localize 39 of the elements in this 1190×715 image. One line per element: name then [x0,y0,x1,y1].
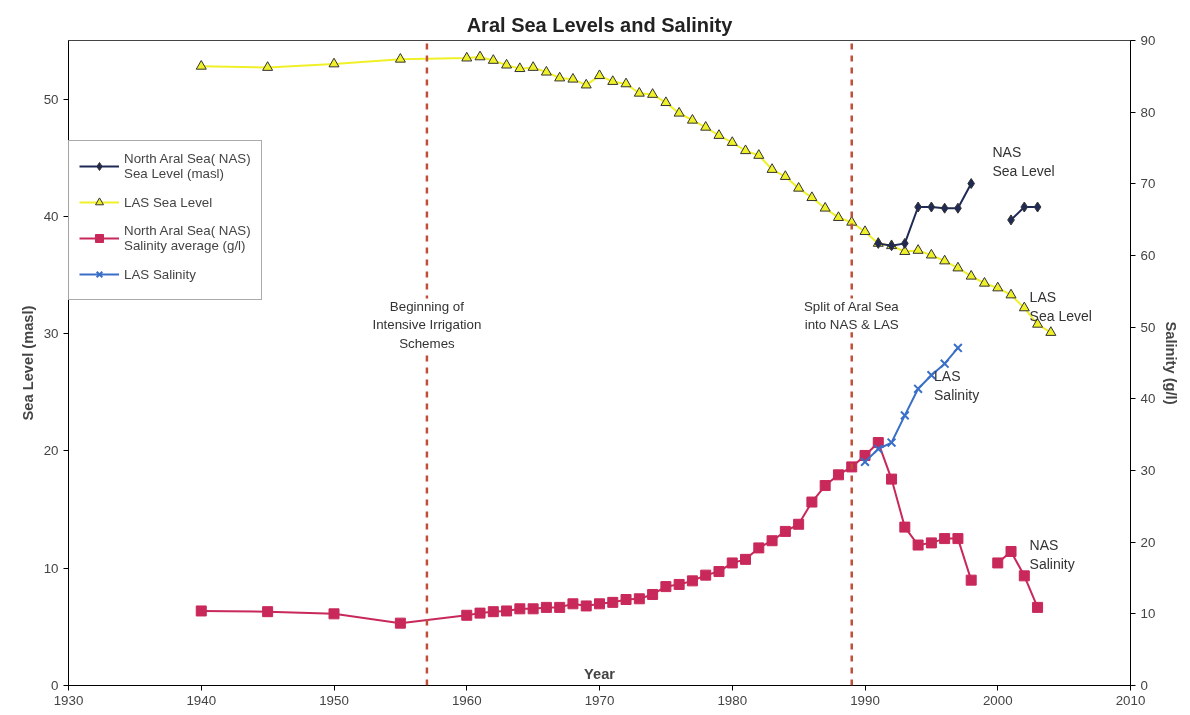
y-tick-label: 40 [43,208,59,224]
y2-tick-label: 20 [1140,534,1156,550]
x-tick-label: 1990 [850,692,880,708]
x-tick-label: 1970 [584,692,615,708]
y2-axis-title: Salinity (g/l) [1163,321,1180,405]
annotation: LAS Salinity [934,367,980,403]
y-tick-label: 50 [43,91,59,107]
annotation: NAS Sea Level [992,143,1055,179]
chart-title: Aral Sea Levels and Salinity [466,13,734,36]
annotation: LAS Sea Level [1029,288,1092,325]
y2-tick-label: 30 [1140,463,1156,478]
y2-tick-label: 0 [1140,678,1148,693]
x-axis-title: Year [584,665,616,682]
x-tick-label: 1980 [717,692,748,708]
y2-tick-label: 50 [1140,319,1156,335]
x-tick-label: 1930 [53,692,84,708]
x-tick-label: 1960 [451,692,482,708]
legend-label: LAS Salinity [124,265,196,284]
y2-tick-label: 90 [1140,33,1156,48]
x-tick-label: 2010 [1115,692,1146,708]
y-axis-title: Sea Level (masl) [19,305,36,421]
y-tick-label: 20 [43,443,59,459]
y-tick-label: 0 [51,678,59,693]
x-tick-label: 1940 [186,692,217,708]
y2-tick-label: 10 [1140,606,1156,622]
legend-label: LAS Sea Level [124,193,213,212]
ref-line-label: Beginning of Intensive Irrigation Schemes [372,298,482,351]
x-tick-label: 1950 [319,692,349,708]
y-tick-label: 10 [43,560,59,576]
y-tick-label: 30 [43,326,59,342]
legend-label: North Aral Sea( NAS) Salinity average (g/l) [124,223,251,253]
annotation: NAS Salinity [1029,537,1075,573]
y2-tick-label: 70 [1140,176,1156,192]
y2-tick-label: 80 [1140,104,1156,120]
y2-tick-label: 60 [1140,248,1156,263]
ref-line-label: Split of Aral Sea into NAS & LAS [803,298,900,333]
y2-tick-label: 40 [1140,391,1156,407]
x-tick-label: 2000 [982,692,1013,708]
legend-label: North Aral Sea( NAS) Sea Level (masl) [124,151,251,181]
